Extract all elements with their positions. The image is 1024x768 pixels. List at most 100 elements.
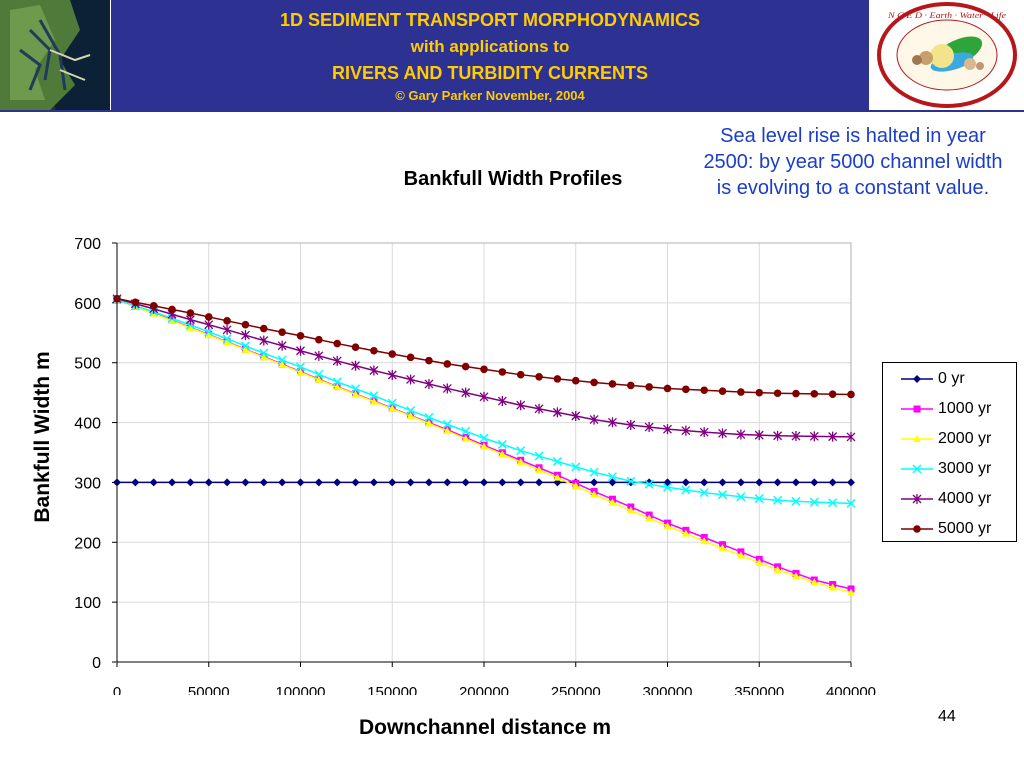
data-point: [260, 324, 268, 333]
data-point: [571, 482, 580, 490]
data-point: [828, 478, 837, 487]
x-tick-label: 300000: [642, 684, 692, 695]
data-point: [241, 345, 250, 353]
data-point: [406, 374, 416, 385]
data-point: [480, 365, 488, 374]
data-point: [737, 388, 745, 396]
data-point: [535, 478, 544, 487]
data-point: [223, 338, 232, 346]
data-point: [846, 431, 856, 442]
data-point: [296, 331, 305, 340]
data-point: [608, 478, 617, 487]
data-point: [718, 387, 727, 395]
data-point: [736, 429, 746, 440]
data-point: [223, 317, 231, 325]
data-point: [607, 472, 617, 482]
data-point: [571, 376, 580, 385]
y-axis-label: Bankfull Width m: [31, 351, 54, 523]
chart-title: Bankfull Width Profiles: [403, 168, 623, 190]
data-point: [663, 522, 672, 530]
data-point: [809, 497, 819, 507]
data-point: [388, 404, 397, 412]
data-point: [552, 456, 562, 467]
chart-grid: [117, 242, 852, 662]
logo-text: N C E D · Earth · Water · Life: [887, 11, 1007, 20]
data-point: [607, 417, 617, 428]
y-tick-label: 100: [74, 595, 101, 612]
data-point: [222, 334, 232, 344]
data-point: [296, 368, 305, 376]
data-point: [333, 339, 342, 348]
data-point: [736, 478, 745, 487]
data-point: [240, 341, 250, 351]
data-point: [681, 478, 690, 487]
data-point: [497, 439, 507, 449]
data-point: [315, 335, 323, 344]
data-point: [828, 390, 837, 398]
legend-label: 0 yr: [938, 370, 965, 387]
data-point: [369, 478, 378, 487]
data-point: [810, 478, 819, 487]
data-point: [571, 410, 581, 421]
data-point: [461, 434, 470, 442]
data-point: [755, 558, 764, 566]
slide-header: 1D SEDIMENT TRANSPORT MORPHODYNAMICS wit…: [0, 0, 1024, 112]
data-point: [314, 369, 324, 379]
data-point: [241, 320, 250, 329]
series-4000-yr: [112, 293, 856, 442]
data-point: [626, 476, 636, 486]
x-tick-label: 350000: [734, 684, 784, 695]
title-banner: 1D SEDIMENT TRANSPORT MORPHODYNAMICS wit…: [111, 0, 869, 110]
data-point: [645, 514, 654, 522]
legend-symbol: [913, 405, 921, 413]
chart-plot: 0 50000 100000 150000 200000 250000 300000 3500…: [74, 236, 876, 695]
data-point: [443, 426, 452, 434]
data-point: [535, 465, 544, 473]
data-point: [186, 309, 195, 317]
data-point: [535, 372, 543, 381]
data-point: [278, 328, 286, 336]
data-point: [534, 403, 544, 414]
data-point: [700, 386, 708, 395]
data-point: [204, 331, 213, 339]
legend-marker: [901, 375, 933, 383]
data-point: [296, 478, 305, 487]
data-point: [369, 365, 379, 376]
data-point: [754, 494, 764, 504]
data-point: [204, 478, 213, 487]
data-point: [480, 478, 488, 487]
data-point: [589, 467, 599, 477]
legend-item: 4000 yr: [883, 484, 1016, 514]
data-point: [113, 294, 121, 303]
data-point: [718, 544, 727, 552]
y-tick-label: 700: [74, 236, 101, 253]
data-point: [186, 478, 195, 487]
annotation-note: Sea level rise is halted in year 2500: b…: [703, 125, 1003, 199]
data-point: [480, 442, 488, 450]
chart-axes: [112, 242, 852, 667]
legend-symbol: [912, 494, 922, 504]
data-point: [131, 478, 140, 487]
data-point: [259, 353, 268, 361]
data-point: [406, 478, 415, 487]
data-point: [259, 478, 268, 487]
data-point: [663, 384, 672, 393]
data-point: [351, 384, 361, 394]
legend-label: 1000 yr: [938, 400, 992, 417]
x-tick-label: 250000: [551, 684, 601, 695]
data-point: [241, 478, 250, 487]
data-point: [388, 478, 397, 487]
data-point: [773, 389, 782, 398]
data-point: [204, 319, 214, 330]
data-point: [333, 383, 342, 391]
data-point: [497, 396, 507, 407]
data-point: [736, 492, 746, 502]
legend-symbol: [913, 375, 921, 383]
data-point: [847, 478, 855, 487]
data-point: [516, 478, 525, 487]
data-point: [149, 302, 158, 310]
legend-symbol: [913, 525, 921, 533]
x-tick-label: 200000: [459, 684, 509, 695]
data-point: [755, 478, 764, 487]
data-point: [516, 400, 526, 411]
